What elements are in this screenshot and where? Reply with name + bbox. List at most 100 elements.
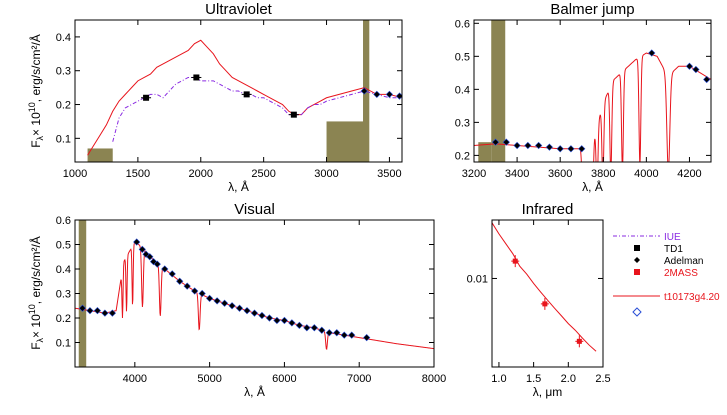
visual-ytick-label-4: 0.5 — [56, 240, 71, 252]
legend-td1-marker — [634, 245, 640, 251]
visual-plot-area — [75, 220, 434, 367]
infrared-xlabel: λ, μm — [533, 385, 563, 399]
legend-adelman-label: Adelman — [664, 256, 703, 267]
uv-xtick-label-5: 3500 — [377, 168, 401, 180]
uv-title: Ultraviolet — [205, 1, 273, 18]
balmer-adelman-point-2 — [513, 141, 521, 150]
uv-iue-line — [112, 76, 402, 142]
balmer-adelman-point-10 — [685, 62, 694, 70]
visual-title: Visual — [234, 201, 275, 218]
visual-adelman-point-30 — [303, 324, 311, 332]
legend-2mass-label: 2MASS — [664, 268, 698, 279]
uv-model-line — [87, 39, 402, 156]
balmer-ytick-label-2: 0.4 — [455, 84, 470, 96]
legend-synthetic-marker — [632, 307, 642, 317]
uv-axes-frame — [74, 19, 403, 163]
visual-adelman-point-31 — [310, 324, 318, 332]
infrared-model-line — [492, 222, 597, 352]
uv-ytick-label-2: 0.3 — [56, 66, 71, 78]
balmer-xtick-label-1: 3400 — [505, 168, 529, 180]
balmer-adelman-point-4 — [535, 141, 543, 150]
visual-axes-frame — [74, 219, 435, 368]
visual-adelman-point-4 — [108, 309, 117, 317]
visual-xtick-label-0: 4000 — [123, 373, 147, 385]
visual-adelman-point-12 — [168, 270, 176, 278]
balmer-ytick-label-4: 0.6 — [455, 18, 470, 30]
visual-ytick-label-0: 0.1 — [56, 338, 71, 350]
balmer-adelman-point-1 — [502, 138, 510, 146]
visual-adelman-point-5 — [133, 238, 141, 246]
balmer-xtick-label-2: 3600 — [548, 168, 572, 180]
legend-2mass-marker — [634, 269, 640, 275]
visual-ytick-label-2: 0.3 — [56, 289, 71, 301]
uv-adelman-point-2 — [385, 90, 394, 99]
infrared-xtick-label-0: 1.0 — [491, 373, 506, 385]
uv-td1-point-2 — [243, 91, 250, 98]
visual-adelman-point-16 — [198, 289, 206, 298]
visual-adelman-point-15 — [191, 287, 199, 295]
balmer-xtick-label-3: 3800 — [591, 168, 615, 180]
balmer-ytick-label-0: 0.2 — [455, 150, 470, 162]
balmer-filter-0 — [491, 20, 506, 162]
uv-panel: 1000 1500 2000 2500 3000 3500 0.1 0.2 0.3 0.4 Ultr… — [56, 1, 403, 194]
balmer-panel: 3200 3400 3600 3800 4000 4200 0.2 0.3 0.4 0.5 0.6 B… — [455, 1, 712, 194]
infrared-2mass-point-2 — [576, 338, 582, 344]
visual-xlabel: λ, Å — [244, 384, 265, 399]
uv-ylabel: Fλ× 1010, erg/s/cm²/Å — [27, 34, 45, 148]
uv-xlabel: λ, Å — [228, 179, 249, 194]
visual-xtick-label-2: 6000 — [272, 373, 296, 385]
visual-adelman-point-20 — [228, 302, 236, 310]
uv-filter-1 — [326, 121, 369, 162]
infrared-ytick-label-0: 0.01 — [467, 273, 488, 285]
uv-adelman-point-1 — [373, 90, 381, 99]
visual-adelman-point-35 — [340, 331, 348, 339]
legend-td1-label: TD1 — [664, 244, 683, 255]
visual-adelman-point-33 — [325, 329, 333, 337]
visual-xtick-label-3: 7000 — [347, 373, 371, 385]
balmer-ytick-label-3: 0.5 — [455, 51, 470, 63]
infrared-2mass-point-0 — [512, 258, 518, 264]
visual-adelman-point-1 — [86, 307, 94, 315]
balmer-xtick-label-4: 4000 — [634, 168, 658, 180]
visual-adelman-point-23 — [250, 309, 259, 317]
balmer-title: Balmer jump — [550, 1, 634, 18]
balmer-axes-frame — [473, 19, 712, 163]
balmer-adelman-point-11 — [692, 65, 700, 74]
balmer-ytick-label-1: 0.3 — [455, 117, 470, 129]
visual-adelman-point-27 — [280, 316, 289, 325]
visual-adelman-point-19 — [220, 299, 229, 307]
legend-model-label: t10173g4.20 — [664, 292, 720, 303]
visual-adelman-point-14 — [183, 282, 191, 290]
visual-ytick-label-5: 0.6 — [56, 215, 71, 227]
visual-xtick-label-4: 8000 — [422, 373, 446, 385]
visual-ytick-label-1: 0.2 — [56, 313, 71, 325]
visual-adelman-point-37 — [363, 333, 371, 342]
balmer-adelman-point-7 — [567, 145, 575, 153]
uv-td1-point-0 — [143, 94, 150, 101]
uv-xtick-label-0: 1000 — [63, 168, 87, 180]
uv-adelman-point-0 — [360, 87, 368, 95]
balmer-adelman-point-9 — [648, 49, 656, 57]
uv-td1-point-3 — [290, 111, 297, 118]
infrared-xtick-label-3: 2.5 — [595, 373, 610, 385]
uv-plot-area — [87, 20, 402, 162]
infrared-axes-frame — [491, 219, 604, 368]
balmer-xtick-label-5: 4200 — [677, 168, 701, 180]
visual-adelman-point-8 — [146, 253, 154, 261]
visual-panel: 4000 5000 6000 7000 8000 0.1 0.2 0.3 0.4 0.5 0.6 Vi… — [56, 201, 447, 399]
visual-xtick-label-1: 5000 — [197, 373, 221, 385]
visual-adelman-point-24 — [258, 311, 266, 320]
uv-xtick-label-4: 3000 — [314, 168, 338, 180]
visual-adelman-point-11 — [161, 265, 169, 273]
legend-adelman-marker — [634, 257, 640, 263]
uv-ytick-label-3: 0.4 — [56, 32, 71, 44]
visual-adelman-point-10 — [153, 260, 161, 268]
visual-adelman-point-0 — [78, 304, 87, 312]
visual-adelman-point-2 — [93, 307, 102, 315]
uv-td1-point-1 — [193, 74, 200, 81]
infrared-title: Infrared — [522, 201, 574, 218]
visual-adelman-point-29 — [295, 321, 303, 329]
legend-iue-label: IUE — [664, 232, 681, 243]
